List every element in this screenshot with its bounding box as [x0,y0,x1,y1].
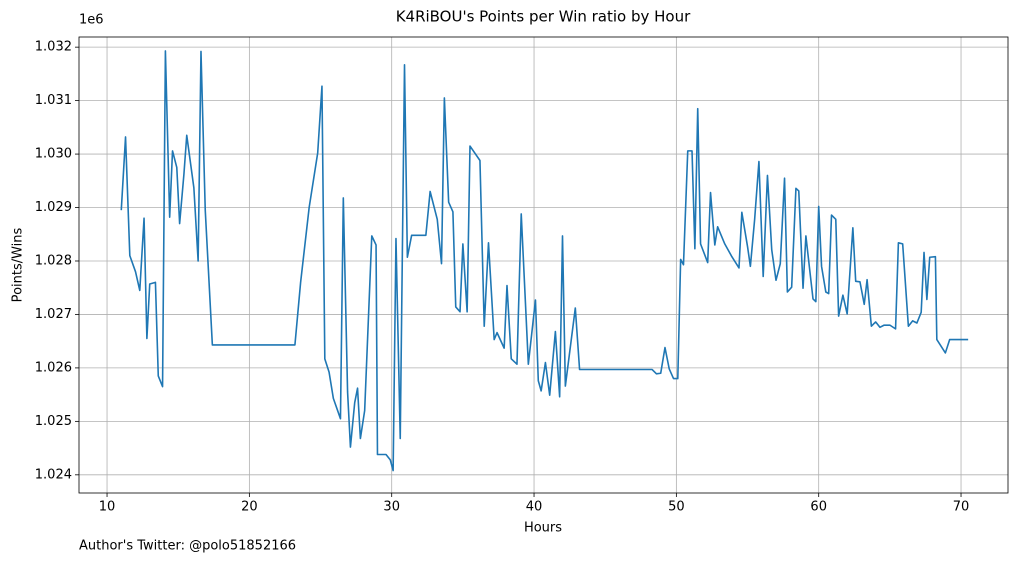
y-tick-label: 1.030 [35,147,72,162]
x-tick-label: 10 [99,500,116,515]
y-tick-label: 1.031 [35,93,72,108]
x-axis-label: Hours [524,521,562,536]
plot-frame [78,36,1009,494]
y-tick-label: 1.027 [35,307,72,322]
y-axis-label: Points/Wins [11,227,26,302]
x-tick-label: 50 [668,500,685,515]
y-tick-label: 1.024 [35,467,72,482]
x-tick-label: 70 [953,500,970,515]
y-tick-label: 1.026 [35,360,72,375]
y-tick-label: 1.025 [35,414,72,429]
y-tick-label: 1.028 [35,253,72,268]
footnote: Author's Twitter: @polo51852166 [79,539,296,554]
x-tick-label: 20 [241,500,258,515]
y-tick-label: 1.029 [35,200,72,215]
x-tick-label: 60 [810,500,827,515]
x-tick-label: 40 [526,500,543,515]
data-line [120,50,969,472]
x-tick-label: 30 [383,500,400,515]
y-tick-label: 1.032 [35,40,72,55]
chart-title: K4RiBOU's Points per Win ratio by Hour [396,8,691,26]
y-offset-label: 1e6 [79,13,104,28]
